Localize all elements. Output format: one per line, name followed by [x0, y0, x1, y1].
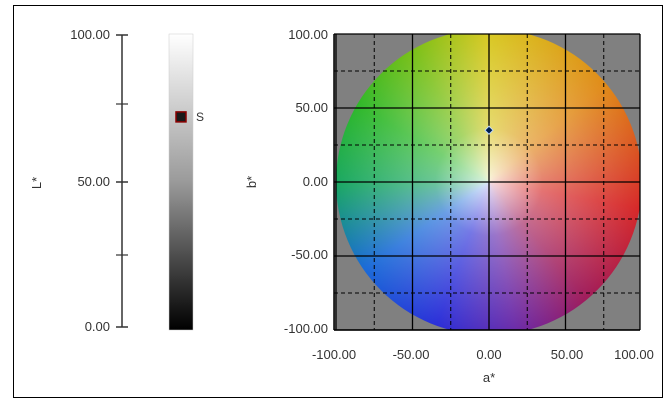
a-tick-label-neg50: -50.00: [393, 347, 430, 362]
lightness-axis-label: L*: [29, 177, 44, 189]
lightness-tick-label-0: 0.00: [85, 319, 110, 334]
plot-grid: [333, 33, 641, 331]
plot-points: [484, 125, 494, 135]
lightness-tick-label-50: 50.00: [77, 174, 110, 189]
a-tick-label-neg100: -100.00: [312, 347, 356, 362]
b-axis-label: b*: [244, 176, 259, 188]
b-tick-label-50: 50.00: [295, 100, 328, 115]
a-tick-label-50: 50.00: [551, 347, 584, 362]
lightness-gradient-bar: [168, 33, 194, 331]
a-axis-label: a*: [483, 370, 495, 385]
a-tick-label-0: 0.00: [476, 347, 501, 362]
lightness-sample-label: S: [196, 110, 204, 124]
panel-border: [13, 5, 663, 398]
lightness-tick-label-100: 100.00: [70, 27, 110, 42]
lightness-sample-marker: [175, 111, 187, 123]
a-tick-label-100: 100.00: [614, 347, 654, 362]
sample-point: [484, 125, 494, 135]
b-tick-label-0: 0.00: [303, 174, 328, 189]
b-tick-label-100: 100.00: [288, 27, 328, 42]
b-tick-label-neg100: -100.00: [284, 321, 328, 336]
b-tick-label-neg50: -50.00: [291, 247, 328, 262]
ab-plot: 100.00 50.00 0.00 -50.00 -100.00 -100.00…: [244, 27, 654, 385]
lightness-scale: 100.00 50.00 0.00 L* S: [29, 27, 204, 334]
lightness-axis-ticks: [116, 34, 128, 328]
